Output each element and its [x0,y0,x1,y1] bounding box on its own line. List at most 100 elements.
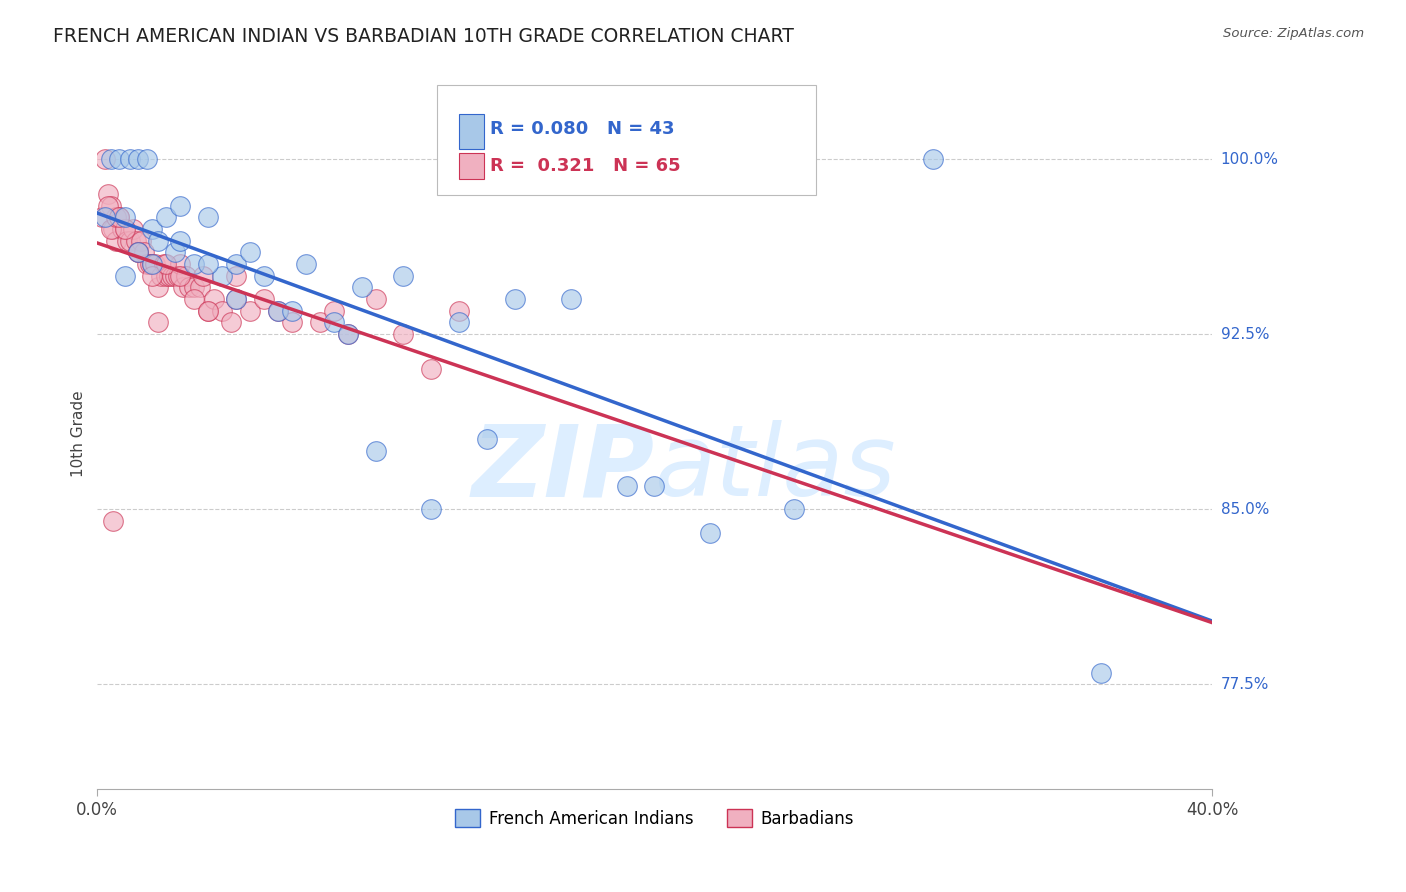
Point [211,303,233,318]
Y-axis label: 10th Grade: 10th Grade [72,390,86,476]
Point [105,234,128,248]
Point [94,211,117,225]
Point [149,268,172,283]
Point [699,525,721,540]
Point [114,268,136,283]
Point [146,234,169,248]
Point [169,199,191,213]
Point [117,234,139,248]
Point [94,152,117,166]
Point [183,280,205,294]
Point [141,257,163,271]
Point [211,268,233,283]
Point [138,257,160,271]
Text: 85.0%: 85.0% [1220,501,1268,516]
Point [197,211,219,225]
Point [100,152,122,166]
Point [108,211,131,225]
Point [169,268,191,283]
Point [163,268,186,283]
Point [253,268,276,283]
Point [155,211,177,225]
Point [191,268,214,283]
Point [169,234,191,248]
Point [166,268,188,283]
Point [141,268,163,283]
Point [922,152,945,166]
Point [322,303,344,318]
Point [225,292,247,306]
Point [146,316,169,330]
Point [127,245,149,260]
Point [100,222,122,236]
Point [183,257,205,271]
Point [392,268,415,283]
Text: FRENCH AMERICAN INDIAN VS BARBADIAN 10TH GRADE CORRELATION CHART: FRENCH AMERICAN INDIAN VS BARBADIAN 10TH… [53,27,794,45]
Point [155,268,177,283]
Point [225,268,247,283]
Point [174,268,197,283]
Point [135,257,157,271]
Point [188,280,211,294]
Point [141,222,163,236]
Point [160,268,183,283]
Point [449,303,471,318]
Point [103,514,125,528]
Point [143,257,166,271]
Text: ZIP: ZIP [471,420,654,517]
Point [105,211,128,225]
Point [127,245,149,260]
Point [253,292,276,306]
Point [281,303,304,318]
Point [127,245,149,260]
Text: R =  0.321   N = 65: R = 0.321 N = 65 [491,157,681,176]
Point [97,187,120,202]
Point [643,479,665,493]
Point [169,257,191,271]
Point [91,211,114,225]
Text: 77.5%: 77.5% [1220,677,1268,691]
Point [560,292,582,306]
Point [120,152,142,166]
Point [197,303,219,318]
Point [295,257,318,271]
Text: atlas: atlas [654,420,896,517]
Point [97,199,120,213]
Text: Source: ZipAtlas.com: Source: ZipAtlas.com [1223,27,1364,40]
Point [108,211,131,225]
Point [202,292,225,306]
Point [155,257,177,271]
Point [364,443,387,458]
Point [420,362,443,376]
Point [108,152,131,166]
Point [364,292,387,306]
Point [239,303,262,318]
Point [127,152,149,166]
Point [122,222,145,236]
FancyBboxPatch shape [460,114,484,149]
Point [308,316,330,330]
Point [183,292,205,306]
Point [219,316,242,330]
Point [163,245,186,260]
Point [616,479,638,493]
Point [120,234,142,248]
Point [475,432,498,446]
Text: R = 0.080   N = 43: R = 0.080 N = 43 [491,120,675,138]
Point [322,316,344,330]
Point [152,257,174,271]
Point [225,257,247,271]
Point [1090,665,1112,680]
Point [100,199,122,213]
Point [392,327,415,342]
Point [281,316,304,330]
Point [225,292,247,306]
Point [114,211,136,225]
Point [157,268,180,283]
Point [350,280,373,294]
Point [197,257,219,271]
Point [135,152,157,166]
Point [103,222,125,236]
Point [114,222,136,236]
Point [239,245,262,260]
